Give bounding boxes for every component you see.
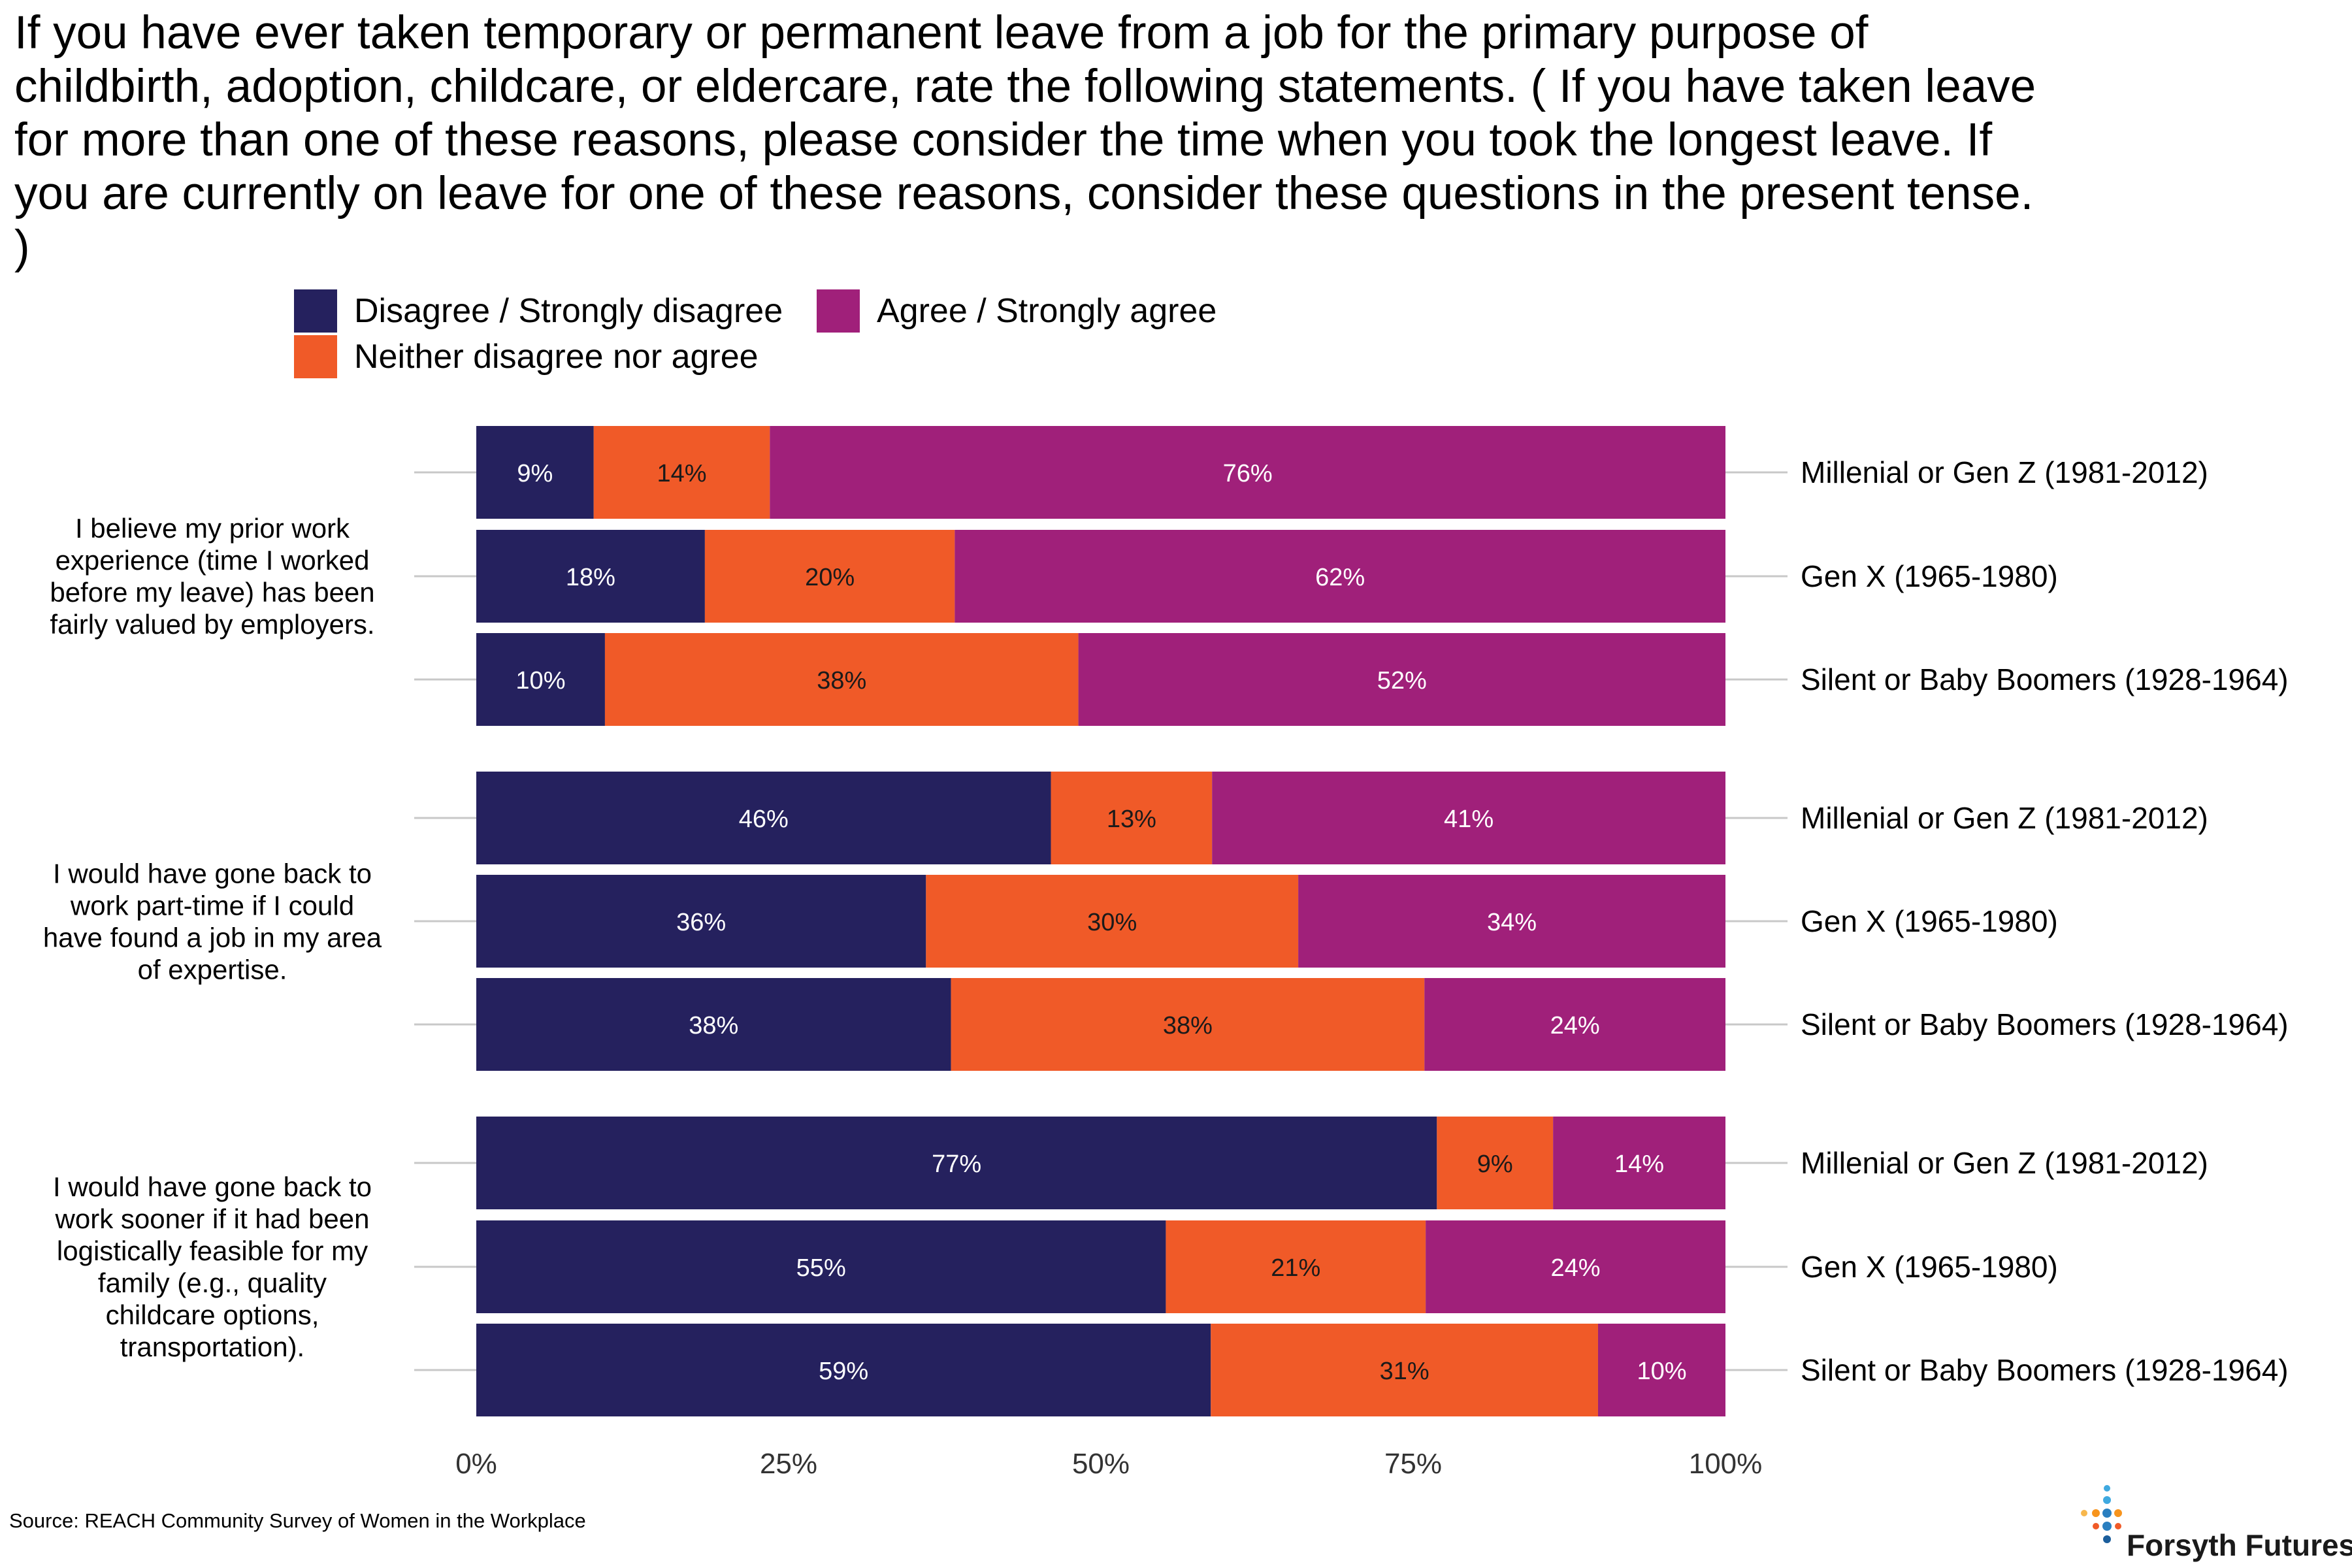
statement-label: I would have gone back to work part-time … [43, 858, 382, 985]
statement-label: I would have gone back to work sooner if … [53, 1171, 372, 1362]
cohort-label: Silent or Baby Boomers (1928-1964) [1801, 1007, 2289, 1041]
bar-segment [951, 978, 1425, 1071]
bar-value-label: 34% [1487, 909, 1537, 936]
bar-value-label: 38% [817, 667, 866, 694]
bar-value-label: 55% [796, 1254, 846, 1282]
x-tick-label: 25% [760, 1448, 817, 1480]
source-note: Source: REACH Community Survey of Women … [9, 1509, 586, 1532]
bar-value-label: 14% [1614, 1151, 1664, 1178]
cohort-label: Silent or Baby Boomers (1928-1964) [1801, 662, 2289, 696]
bar-segment [476, 530, 705, 623]
bar-segment [770, 426, 1725, 519]
bar-value-label: 18% [566, 564, 615, 591]
x-tick-label: 100% [1689, 1448, 1763, 1480]
bar-value-label: 36% [676, 909, 726, 936]
bar-value-label: 21% [1271, 1254, 1320, 1282]
legend-item-neither: Neither disagree nor agree [294, 335, 759, 378]
legend-label-disagree: Disagree / Strongly disagree [354, 292, 783, 330]
bar-segment [1166, 1220, 1426, 1313]
chart-title: If you have ever taken temporary or perm… [14, 7, 2036, 273]
legend-label-agree: Agree / Strongly agree [877, 292, 1217, 330]
bar-value-label: 59% [819, 1358, 868, 1385]
bar-value-label: 14% [657, 460, 706, 487]
bar-value-label: 24% [1551, 1254, 1601, 1282]
bar-value-label: 20% [805, 564, 855, 591]
legend-item-disagree: Disagree / Strongly disagree [294, 289, 783, 333]
legend-swatch-disagree [294, 289, 337, 333]
bar-segment [1298, 875, 1725, 968]
bar-value-label: 31% [1380, 1358, 1429, 1385]
bar-segment [476, 978, 951, 1071]
bar-segment [476, 633, 605, 726]
bar-value-label: 24% [1550, 1012, 1600, 1039]
bar-segment [1424, 978, 1725, 1071]
statement-label: I believe my prior work experience (time … [50, 513, 374, 640]
bar-value-label: 52% [1377, 667, 1427, 694]
bar-segment [1211, 1324, 1598, 1416]
legend-swatch-neither [294, 335, 337, 378]
legend-item-agree: Agree / Strongly agree [817, 289, 1217, 333]
bar-segment [1051, 772, 1213, 864]
bar-segment [1078, 633, 1725, 726]
bar-segment [476, 1220, 1166, 1313]
legend-label-neither: Neither disagree nor agree [354, 338, 759, 376]
bar-value-label: 9% [1477, 1151, 1513, 1178]
bar-value-label: 38% [1163, 1012, 1213, 1039]
bar-segment [955, 530, 1725, 623]
bar-segment [476, 875, 926, 968]
bar-value-label: 10% [1637, 1358, 1686, 1385]
bar-value-label: 77% [932, 1151, 981, 1178]
bar-value-label: 62% [1315, 564, 1365, 591]
bar-value-label: 46% [739, 806, 789, 833]
bar-segment [476, 1324, 1211, 1416]
cohort-label: Millenial or Gen Z (1981-2012) [1801, 801, 2208, 835]
bar-segment [476, 1117, 1437, 1209]
bar-value-label: 38% [689, 1012, 738, 1039]
bar-value-label: 13% [1107, 806, 1156, 833]
bar-segment [704, 530, 955, 623]
bar-value-label: 10% [515, 667, 565, 694]
cohort-label: Millenial or Gen Z (1981-2012) [1801, 455, 2208, 489]
bar-value-label: 30% [1087, 909, 1137, 936]
x-tick-label: 75% [1384, 1448, 1442, 1480]
bar-segment [593, 426, 770, 519]
x-tick-label: 0% [455, 1448, 497, 1480]
cohort-label: Gen X (1965-1980) [1801, 559, 2058, 593]
bar-segment [1553, 1117, 1725, 1209]
bar-value-label: 41% [1444, 806, 1494, 833]
bar-segment [1437, 1117, 1554, 1209]
bar-segment [476, 426, 594, 519]
bar-segment [1597, 1324, 1725, 1416]
cohort-label: Silent or Baby Boomers (1928-1964) [1801, 1353, 2289, 1387]
logo-text: Forsyth Futures [2127, 1528, 2352, 1562]
bar-segment [926, 875, 1299, 968]
bar-value-label: 9% [517, 460, 553, 487]
bar-segment [1212, 772, 1725, 864]
legend-swatch-agree [817, 289, 860, 333]
forsyth-futures-logo: Forsyth Futures [2071, 1482, 2352, 1567]
bar-value-label: 76% [1223, 460, 1273, 487]
bar-segment [604, 633, 1079, 726]
cohort-label: Gen X (1965-1980) [1801, 1250, 2058, 1284]
x-tick-label: 50% [1072, 1448, 1130, 1480]
bar-segment [1426, 1220, 1725, 1313]
logo-mark-icon [2081, 1485, 2122, 1543]
cohort-label: Millenial or Gen Z (1981-2012) [1801, 1146, 2208, 1180]
bar-segment [476, 772, 1051, 864]
cohort-label: Gen X (1965-1980) [1801, 904, 2058, 938]
